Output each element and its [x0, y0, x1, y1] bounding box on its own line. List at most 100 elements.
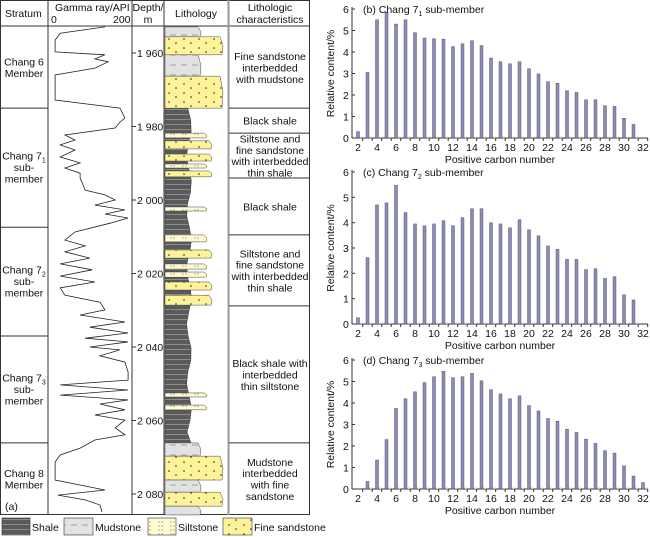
- bar-stub: [560, 487, 562, 489]
- mudstone-bed: [164, 26, 202, 38]
- bar: [498, 223, 503, 325]
- characteristics-label: Black shale with: [232, 358, 307, 370]
- bar: [631, 299, 636, 325]
- bar-stub: [474, 136, 477, 138]
- x-tick-label: 10: [428, 328, 440, 340]
- gamma-max: 200: [113, 14, 131, 26]
- depth-tick-label: 1 980: [137, 122, 163, 134]
- bar-stub: [389, 136, 391, 138]
- bar-stub: [493, 322, 496, 324]
- x-tick-label: 32: [637, 328, 649, 340]
- bar-stub: [417, 487, 420, 489]
- bar-stub: [503, 136, 505, 138]
- bar: [441, 370, 446, 490]
- bar: [375, 459, 379, 490]
- siltstone-bed: [164, 163, 208, 169]
- mudstone-bed: [164, 479, 202, 493]
- bar: [527, 229, 531, 325]
- bar-stub: [607, 487, 610, 489]
- y-tick-label: 4: [343, 47, 349, 59]
- x-tick-label: 30: [618, 142, 630, 154]
- bar: [593, 443, 598, 490]
- fine-sandstone-bed: [164, 281, 213, 291]
- x-tick-label: 24: [561, 493, 573, 505]
- bar: [536, 410, 541, 490]
- fine-sandstone-bed: [164, 294, 213, 306]
- x-tick-label: 22: [542, 328, 554, 340]
- bar: [413, 32, 417, 139]
- bar: [356, 317, 360, 325]
- mudstone-bed: [164, 54, 202, 77]
- bar-stub: [607, 136, 610, 138]
- bar-stub: [588, 487, 591, 489]
- characteristics-label: interbedded: [242, 63, 298, 75]
- characteristics-label: interbedded: [242, 369, 298, 381]
- x-tick-label: 2: [355, 328, 361, 340]
- x-tick-label: 22: [542, 142, 554, 154]
- x-tick-label: 28: [599, 142, 611, 154]
- bar-stub: [427, 136, 429, 138]
- bar-stub: [522, 487, 524, 489]
- header-depth-unit: m: [144, 14, 153, 26]
- bar-stub: [493, 487, 496, 489]
- bar-stub: [617, 136, 619, 138]
- characteristics-label: fine sandstone: [236, 145, 304, 157]
- depth-tick-label: 2 000: [137, 195, 163, 207]
- bar-stub: [465, 487, 467, 489]
- fine-sandstone-bed: [164, 249, 213, 259]
- gamma-min: 0: [51, 14, 57, 26]
- stratum-label: Member: [5, 68, 44, 80]
- bar: [498, 393, 503, 490]
- bar-stub: [474, 487, 477, 489]
- bar: [365, 72, 370, 139]
- fine-sandstone-bed: [164, 36, 224, 56]
- stratum-label: member: [5, 174, 44, 186]
- bar-stub: [379, 136, 382, 138]
- x-tick-label: 4: [374, 493, 380, 505]
- stratum-label: sub-: [14, 276, 35, 288]
- bar: [470, 208, 474, 325]
- stratum-label: member: [5, 395, 44, 407]
- bar: [451, 377, 455, 490]
- bar: [555, 82, 560, 139]
- y-tick-label: 4: [343, 398, 349, 410]
- siltstone-bed: [164, 271, 208, 278]
- bar: [403, 212, 408, 325]
- bar-stub: [531, 136, 534, 138]
- bar: [451, 225, 455, 325]
- y-tick-label: 6: [343, 167, 349, 179]
- bar: [612, 106, 617, 139]
- characteristics-label: sandstone: [246, 491, 295, 503]
- bar: [489, 222, 493, 325]
- bar-stub: [617, 322, 619, 324]
- y-tick-label: 3: [343, 69, 349, 81]
- x-tick-label: 4: [374, 328, 380, 340]
- stratum-label: Chang 8: [4, 468, 44, 480]
- fine-sandstone-bed: [164, 75, 224, 109]
- x-tick-label: 32: [637, 142, 649, 154]
- x-axis-label: Positive carbon number: [445, 505, 556, 517]
- legend-siltstone: Siltstone: [178, 522, 218, 534]
- bar-stub: [503, 322, 505, 324]
- characteristics-label: with mudstone: [235, 74, 304, 86]
- chart-title: (c) Chang 72 sub-member: [363, 167, 484, 181]
- x-tick-label: 6: [393, 328, 399, 340]
- y-tick-label: 4: [343, 218, 349, 230]
- characteristics-label: thin shale: [248, 168, 293, 180]
- x-tick-label: 20: [523, 493, 535, 505]
- bar-stub: [541, 322, 543, 324]
- bar: [394, 23, 398, 139]
- y-tick-label: 6: [343, 355, 349, 367]
- x-tick-label: 24: [561, 142, 573, 154]
- bar: [470, 373, 474, 490]
- bar-stub: [569, 322, 572, 324]
- bar-stub: [636, 136, 638, 138]
- bar-stub: [636, 322, 638, 324]
- bar: [584, 438, 588, 490]
- bar-stub: [550, 136, 553, 138]
- header-depth: Depth/: [133, 2, 164, 14]
- bar: [441, 220, 446, 325]
